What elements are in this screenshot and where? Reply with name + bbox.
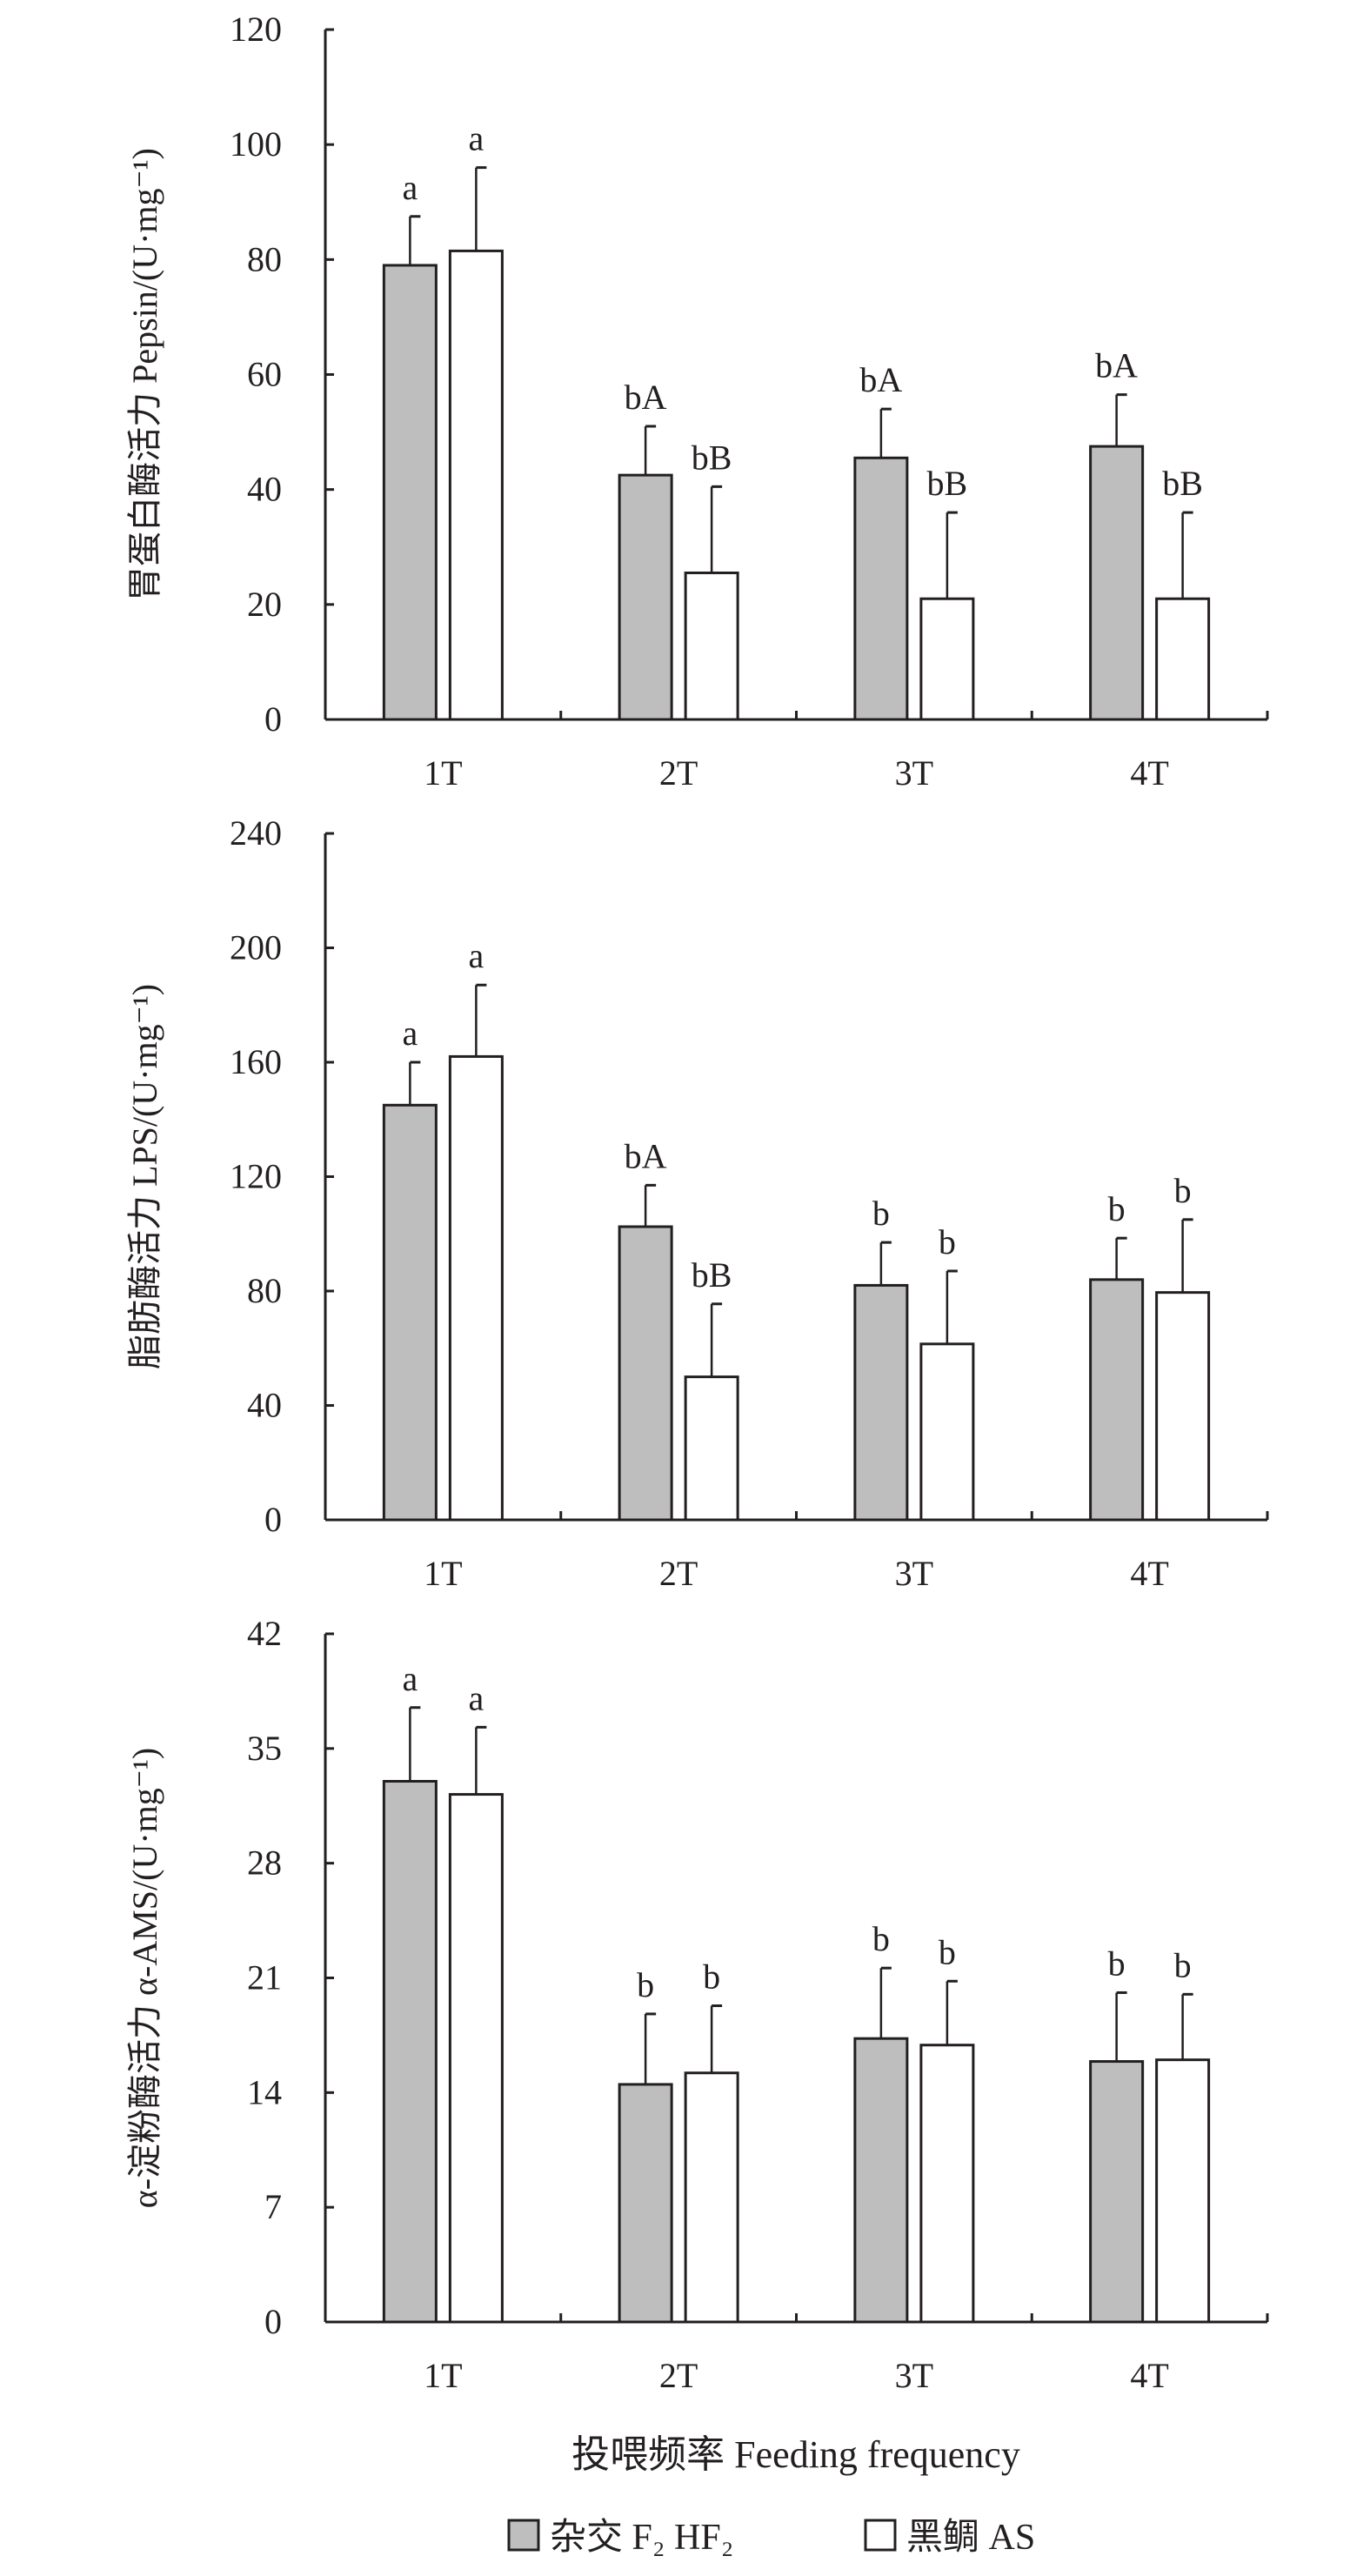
bar-as-4T bbox=[1155, 597, 1211, 721]
significance-label: a bbox=[468, 1678, 484, 1717]
significance-label: a bbox=[402, 1014, 418, 1053]
bar-hf2-3T bbox=[853, 2037, 909, 2324]
significance-label: a bbox=[468, 936, 484, 975]
significance-label: bB bbox=[692, 1255, 732, 1295]
bar-as-4T bbox=[1155, 2058, 1211, 2324]
y-axis-label: 胃蛋白酶活力 Pepsin/(U·mg⁻¹) bbox=[125, 148, 164, 601]
legend-swatch-as bbox=[864, 2519, 897, 2552]
bar-hf2-1T bbox=[382, 1103, 438, 1522]
significance-label: b bbox=[1108, 1189, 1126, 1228]
bar-hf2-2T bbox=[618, 1225, 673, 1522]
y-tick-label: 200 bbox=[230, 928, 282, 967]
bar-as-2T bbox=[684, 571, 739, 721]
chart-panel-3: 0 7 14 21 28 35 42 α-淀粉酶活力 α-AMS/(U·mg⁻¹) 1T a a 2T… bbox=[125, 1614, 1269, 2395]
x-axis-label: 投喂频率 Feeding frequency bbox=[571, 2433, 1020, 2476]
y-tick-label: 0 bbox=[264, 1500, 282, 1539]
legend-swatch-hf2 bbox=[507, 2519, 540, 2552]
significance-label: bB bbox=[692, 438, 732, 477]
significance-label: b bbox=[939, 1222, 956, 1261]
y-tick-label: 0 bbox=[264, 699, 282, 739]
bar-as-2T bbox=[684, 1375, 739, 1522]
y-tick-label: 80 bbox=[247, 239, 282, 278]
bar-as-1T bbox=[448, 249, 504, 721]
x-tick-label: 1T bbox=[424, 1554, 462, 1593]
y-tick-label: 80 bbox=[247, 1271, 282, 1310]
bar-as-2T bbox=[684, 2071, 739, 2324]
legend: 杂交 F₂ HF₂ 黑鲷 AS bbox=[507, 2517, 1035, 2558]
y-tick-label: 120 bbox=[230, 10, 282, 49]
y-axis-label: α-淀粉酶活力 α-AMS/(U·mg⁻¹) bbox=[125, 1748, 164, 2208]
bar-as-4T bbox=[1155, 1291, 1211, 1522]
y-tick-label: 21 bbox=[247, 1958, 282, 1997]
legend-label-hf2: 杂交 F₂ HF₂ bbox=[550, 2517, 733, 2558]
significance-label: bA bbox=[625, 1136, 667, 1175]
significance-label: bB bbox=[927, 464, 968, 503]
y-axis-label: 脂肪酶活力 LPS/(U·mg⁻¹) bbox=[125, 984, 164, 1369]
bar-hf2-4T bbox=[1089, 2060, 1145, 2324]
y-tick-label: 100 bbox=[230, 124, 282, 164]
chart-panel-1: 0 20 40 60 80 100 120 胃蛋白酶活力 Pepsin/(U·mg⁻¹) 1T a… bbox=[125, 10, 1269, 793]
bar-as-3T bbox=[919, 1342, 975, 1522]
x-tick-label: 3T bbox=[895, 753, 933, 793]
significance-label: b bbox=[1174, 1945, 1192, 1984]
bar-hf2-3T bbox=[853, 456, 909, 721]
x-tick-label: 4T bbox=[1130, 2356, 1168, 2395]
significance-label: b bbox=[1174, 1171, 1192, 1210]
x-tick-label: 1T bbox=[424, 2356, 462, 2395]
bar-hf2-2T bbox=[618, 2083, 673, 2324]
y-tick-label: 35 bbox=[247, 1729, 282, 1768]
significance-label: b bbox=[872, 1919, 890, 1958]
x-tick-label: 3T bbox=[895, 1554, 933, 1593]
significance-label: a bbox=[402, 1659, 418, 1698]
significance-label: bB bbox=[1162, 464, 1203, 503]
bar-hf2-2T bbox=[618, 473, 673, 721]
chart-panel-2: 0 40 80 120 160 200 240 脂肪酶活力 LPS/(U·mg⁻¹) 1T a a 2… bbox=[125, 813, 1269, 1593]
bar-hf2-4T bbox=[1089, 1278, 1145, 1522]
y-tick-label: 40 bbox=[247, 470, 282, 509]
x-tick-label: 1T bbox=[424, 753, 462, 793]
bar-as-1T bbox=[448, 1054, 504, 1522]
x-tick-label: 4T bbox=[1130, 753, 1168, 793]
bar-as-3T bbox=[919, 2044, 975, 2324]
bar-hf2-1T bbox=[382, 264, 438, 721]
y-tick-label: 0 bbox=[264, 2302, 282, 2341]
x-tick-label: 3T bbox=[895, 2356, 933, 2395]
y-tick-label: 160 bbox=[230, 1042, 282, 1081]
bar-hf2-3T bbox=[853, 1283, 909, 1522]
bar-hf2-1T bbox=[382, 1780, 438, 2324]
y-tick-label: 240 bbox=[230, 813, 282, 853]
bar-as-1T bbox=[448, 1793, 504, 2324]
y-tick-label: 7 bbox=[264, 2187, 282, 2226]
significance-label: b bbox=[703, 1957, 720, 1997]
y-tick-label: 60 bbox=[247, 355, 282, 394]
significance-label: bA bbox=[859, 360, 902, 399]
x-tick-label: 2T bbox=[659, 1554, 698, 1593]
y-tick-label: 28 bbox=[247, 1843, 282, 1883]
significance-label: b bbox=[939, 1932, 956, 1971]
significance-label: bA bbox=[625, 378, 667, 417]
y-tick-label: 42 bbox=[247, 1614, 282, 1653]
y-tick-label: 120 bbox=[230, 1157, 282, 1196]
significance-label: a bbox=[402, 168, 418, 207]
significance-label: b bbox=[1108, 1944, 1126, 1983]
x-tick-label: 4T bbox=[1130, 1554, 1168, 1593]
bar-hf2-4T bbox=[1089, 445, 1145, 721]
y-tick-label: 20 bbox=[247, 585, 282, 624]
y-tick-label: 40 bbox=[247, 1386, 282, 1425]
legend-label-as: 黑鲷 AS bbox=[906, 2518, 1035, 2558]
x-tick-label: 2T bbox=[659, 2356, 698, 2395]
significance-label: b bbox=[872, 1194, 890, 1233]
bar-as-3T bbox=[919, 597, 975, 721]
significance-label: b bbox=[637, 1965, 654, 2004]
significance-label: a bbox=[468, 119, 484, 158]
y-tick-label: 14 bbox=[247, 2072, 282, 2111]
x-tick-label: 2T bbox=[659, 753, 698, 793]
significance-label: bA bbox=[1095, 346, 1138, 385]
